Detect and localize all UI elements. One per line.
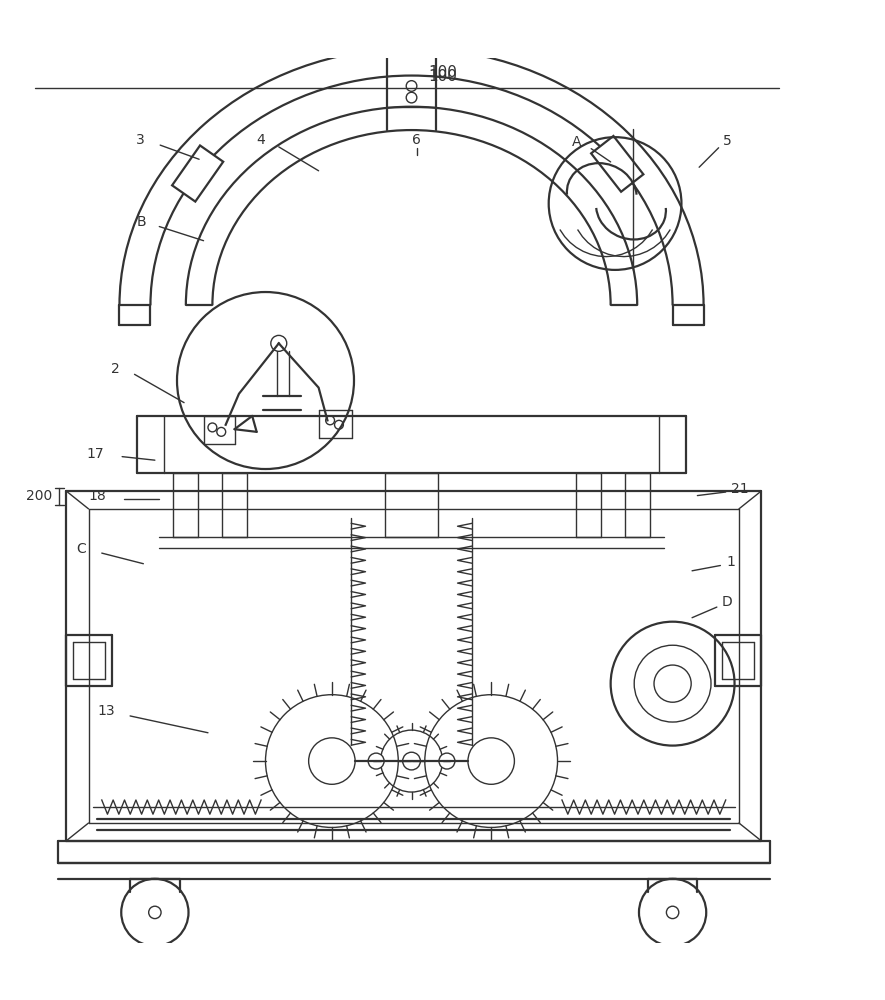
Text: 3: 3 bbox=[135, 133, 144, 147]
Text: A: A bbox=[573, 135, 581, 149]
Circle shape bbox=[439, 753, 455, 769]
Text: 2: 2 bbox=[111, 362, 119, 376]
Text: D: D bbox=[722, 595, 733, 609]
Polygon shape bbox=[591, 136, 643, 192]
Text: B: B bbox=[137, 215, 146, 229]
Text: 13: 13 bbox=[97, 704, 115, 718]
Text: 100: 100 bbox=[428, 69, 457, 84]
Text: 21: 21 bbox=[731, 482, 749, 496]
Circle shape bbox=[666, 906, 679, 919]
Text: C: C bbox=[76, 542, 87, 556]
Circle shape bbox=[403, 752, 420, 770]
Polygon shape bbox=[172, 145, 223, 202]
Circle shape bbox=[368, 753, 384, 769]
Text: 1: 1 bbox=[727, 555, 735, 569]
Text: 5: 5 bbox=[723, 134, 732, 148]
Text: 4: 4 bbox=[257, 133, 266, 147]
Text: 17: 17 bbox=[87, 447, 104, 461]
Circle shape bbox=[271, 335, 287, 351]
Text: 6: 6 bbox=[412, 133, 421, 147]
Text: 200: 200 bbox=[26, 489, 52, 503]
Text: 100: 100 bbox=[428, 65, 457, 80]
Text: 18: 18 bbox=[88, 489, 106, 503]
Circle shape bbox=[149, 906, 161, 919]
